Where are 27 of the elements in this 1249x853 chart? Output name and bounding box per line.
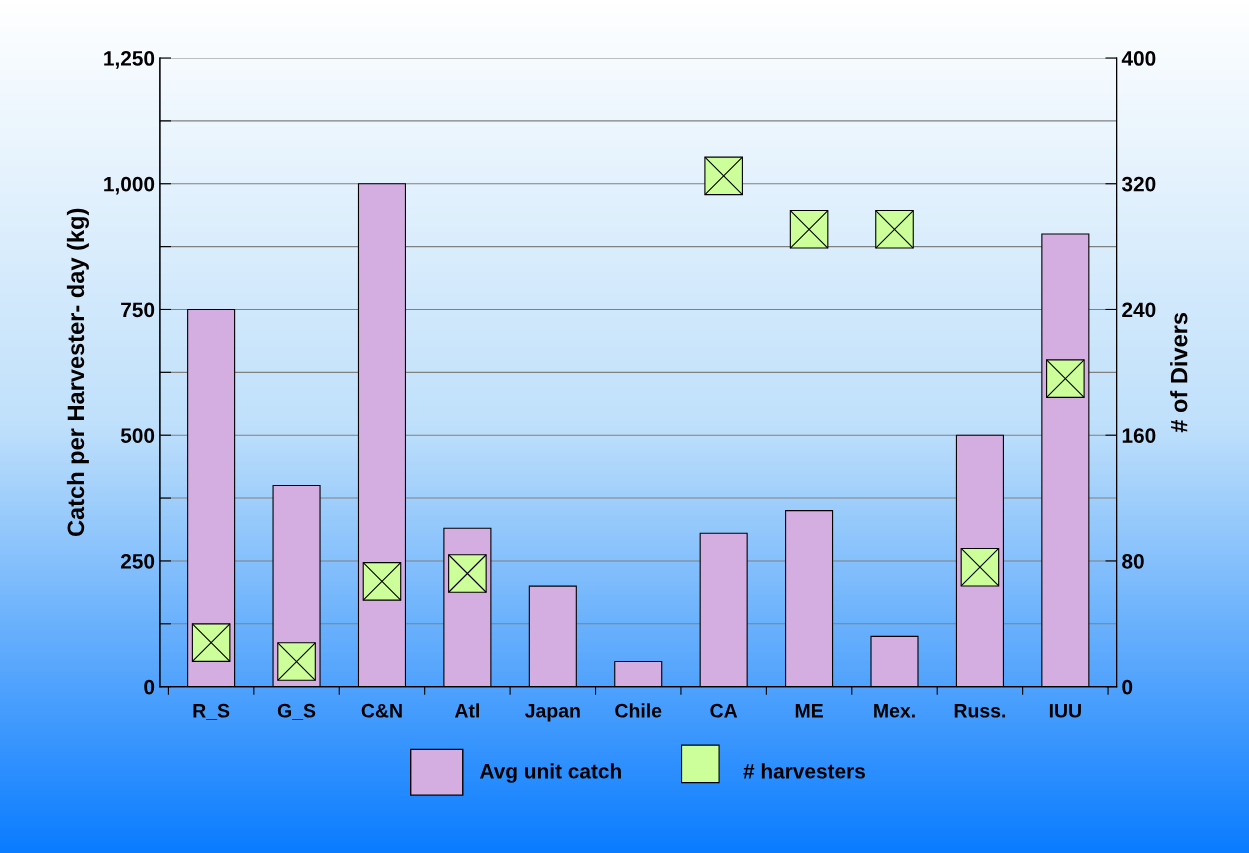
y-tick-label: 1,000 <box>104 176 155 195</box>
legend-label: # harvesters <box>743 763 865 779</box>
x-tick-label: Atl <box>454 703 479 718</box>
x-tick-label: R_S <box>193 703 230 720</box>
y-tick-label: 0 <box>144 679 155 695</box>
y2-tick-label: 80 <box>1122 553 1144 569</box>
y-axis-title: Catch per Harvester- day (kg) <box>66 208 89 537</box>
x-tick-label: ME <box>795 704 823 718</box>
x-tick-label: Chile <box>615 703 662 718</box>
y2-tick-label: 400 <box>1121 51 1156 66</box>
y2-tick-label: 320 <box>1121 176 1156 192</box>
x-tick-label: CA <box>710 703 738 718</box>
y2-tick-label: 240 <box>1122 302 1156 318</box>
y-tick-label: 750 <box>121 302 155 318</box>
x-tick-label: Mex. <box>874 704 915 718</box>
legend-label: Avg unit catch <box>479 763 621 783</box>
x-tick-label: G_S <box>277 703 316 720</box>
y2-tick-label: 0 <box>1122 679 1133 695</box>
x-tick-label: C&N <box>361 703 402 718</box>
x-tick-label: Russ. <box>954 704 1006 718</box>
y2-axis-title: # of Divers <box>1170 312 1188 433</box>
x-tick-label: IUU <box>1049 704 1081 718</box>
x-tick-label: Japan <box>525 704 580 722</box>
y2-tick-label: 160 <box>1122 428 1156 443</box>
y-tick-label: 500 <box>120 428 155 443</box>
y-tick-label: 250 <box>120 553 155 569</box>
y-tick-label: 1,250 <box>104 51 155 69</box>
